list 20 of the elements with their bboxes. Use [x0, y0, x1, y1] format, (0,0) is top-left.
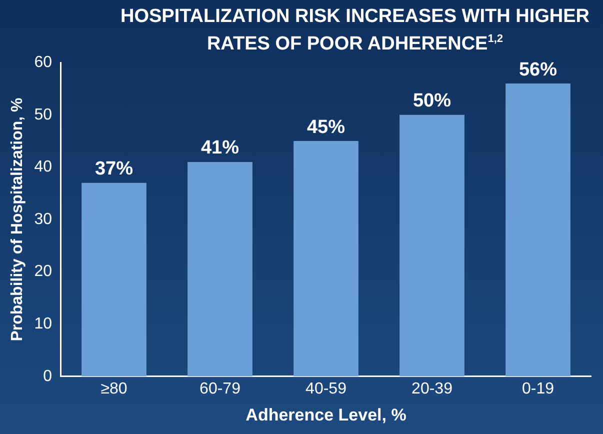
data-label: 41% — [200, 138, 240, 159]
x-tick-label: 20-39 — [412, 380, 453, 398]
data-label: 45% — [306, 116, 346, 138]
y-tick-label: 30 — [34, 210, 52, 228]
data-label: 37% — [94, 158, 134, 180]
x-tick-label: 40-59 — [306, 380, 347, 398]
y-tick-label: 60 — [34, 54, 52, 72]
y-axis-title: Probability of Hospitalization, % — [9, 98, 26, 342]
x-tick-label: 0-19 — [522, 380, 554, 398]
x-tick-label: ≥80 — [100, 380, 128, 398]
x-tick-label: 60-79 — [200, 380, 241, 398]
y-tick-label: 50 — [34, 106, 52, 124]
y-tick-label: 0 — [43, 368, 52, 385]
chart-title: HOSPITALIZATION RISK INCREASES WITH HIGHER RATES OF POOR ADHERENCE$^{1,2}$ — [120, 6, 590, 56]
data-label: 56% — [518, 59, 558, 80]
y-tick-label: 40 — [34, 158, 52, 176]
y-tick-label: 10 — [34, 316, 52, 333]
y-tick-label: 20 — [34, 263, 52, 280]
data-label: 50% — [412, 90, 452, 112]
x-axis-title: Adherence Level, % — [246, 405, 406, 424]
